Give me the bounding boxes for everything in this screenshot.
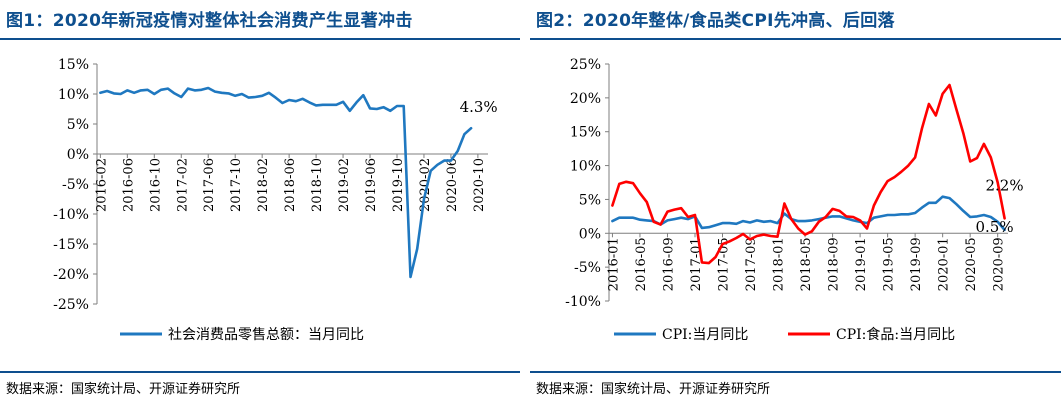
x-tick-label: 2019-09 <box>909 237 924 291</box>
figure-1-source: 数据来源：国家统计局、开源证券研究所 <box>6 382 241 397</box>
x-tick-label: 2020-09 <box>992 237 1007 291</box>
y-tick-label: -10% <box>53 207 89 223</box>
x-tick-label: 2020-06 <box>445 158 460 212</box>
y-tick-label: -10% <box>565 294 601 310</box>
y-tick-label: 0% <box>67 147 89 163</box>
y-tick-label: 15% <box>570 125 601 141</box>
x-tick-label: 2019-05 <box>882 237 897 291</box>
figure-2-bottom-rule <box>530 371 1061 373</box>
x-tick-label: 2017-02 <box>175 158 190 212</box>
figure-2-title: 图2：2020年整体/食品类CPI先冲高、后回落 <box>536 11 895 31</box>
y-tick-label: -20% <box>53 267 89 283</box>
y-tick-label: 5% <box>67 117 89 133</box>
chart-2: 25% 20% 15% 10% 5% 0% -5% -10% 2016-01 2016-05 201… <box>565 57 1024 343</box>
y-tick-label: 10% <box>58 87 89 103</box>
x-tick-label: 2020-10 <box>472 158 487 212</box>
chart-1: 15% 10% 5% 0% -5% -10% -15% -20% -25% 2016-02 2016… <box>53 57 498 343</box>
data-label: 4.3% <box>460 98 498 116</box>
x-tick-label: 2018-05 <box>799 237 814 291</box>
x-tick-label: 2016-10 <box>148 158 163 212</box>
series-line-1 <box>611 195 1006 232</box>
y-tick-label: 5% <box>579 192 601 208</box>
x-tick-label: 2016-05 <box>634 237 649 291</box>
legend-label-1: CPI:当月同比 <box>662 327 748 343</box>
figure-2: 图2：2020年整体/食品类CPI先冲高、后回落 25% 20% 15% 10% 5% 0… <box>530 0 1061 418</box>
x-tick-label: 2018-01 <box>772 237 787 291</box>
x-tick-label: 2020-02 <box>418 158 433 212</box>
x-tick-label: 2019-10 <box>391 158 406 212</box>
figure-1-bottom-rule <box>0 371 520 373</box>
series-line-2 <box>611 83 1006 265</box>
x-tick-label: 2016-02 <box>94 158 109 212</box>
y-tick-label: 0% <box>579 226 601 242</box>
legend-label-1: 社会消费品零售总额：当月同比 <box>168 327 364 343</box>
figure-2-source: 数据来源：国家统计局、开源证券研究所 <box>536 382 771 397</box>
x-tick-label: 2016-09 <box>661 237 676 291</box>
x-tick-label: 2018-02 <box>256 158 271 212</box>
x-tick-label: 2017-09 <box>744 237 759 291</box>
y-tick-label: 10% <box>570 159 601 175</box>
y-tick-label: -5% <box>574 260 601 276</box>
x-tick-label: 2019-01 <box>854 237 869 291</box>
x-tick-label: 2016-06 <box>121 158 136 212</box>
data-label: 0.5% <box>976 218 1014 236</box>
figure-2-top-rule <box>530 38 1061 40</box>
y-tick-label: 20% <box>570 91 601 107</box>
x-tick-label: 2019-02 <box>337 158 352 212</box>
figure-1: 图1：2020年新冠疫情对整体社会消费产生显著冲击 15% 10% 5% 0% -5% -… <box>0 0 520 418</box>
figure-1-title: 图1：2020年新冠疫情对整体社会消费产生显著冲击 <box>6 11 413 31</box>
x-tick-label: 2016-01 <box>606 237 621 291</box>
x-tick-label: 2020-05 <box>964 237 979 291</box>
x-tick-label: 2017-05 <box>717 237 732 291</box>
x-tick-label: 2017-10 <box>229 158 244 212</box>
x-tick-label: 2019-06 <box>364 158 379 212</box>
y-tick-label: -5% <box>62 177 89 193</box>
x-tick-label: 2018-06 <box>283 158 298 212</box>
x-tick-label: 2018-09 <box>827 237 842 291</box>
x-tick-label: 2017-06 <box>202 158 217 212</box>
x-tick-label: 2020-01 <box>937 237 952 291</box>
y-tick-label: -25% <box>53 297 89 313</box>
y-tick-label: -15% <box>53 237 89 253</box>
data-label: 2.2% <box>986 176 1024 194</box>
figure-1-top-rule <box>0 38 520 40</box>
x-tick-label: 2017-01 <box>689 237 704 291</box>
series-line-1 <box>99 86 473 279</box>
legend-label-2: CPI:食品:当月同比 <box>836 326 955 343</box>
y-tick-label: 25% <box>570 57 601 73</box>
y-tick-label: 15% <box>58 57 89 73</box>
x-tick-label: 2018-10 <box>310 158 325 212</box>
